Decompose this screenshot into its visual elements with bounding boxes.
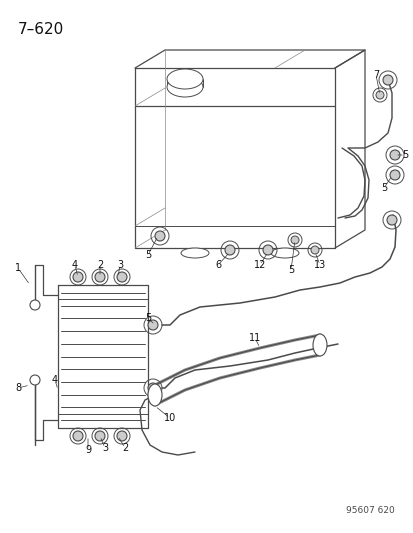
Text: 5: 5 [145, 250, 151, 260]
Text: 9: 9 [85, 445, 91, 455]
Text: 11: 11 [248, 333, 261, 343]
Circle shape [117, 431, 127, 441]
Circle shape [290, 236, 298, 244]
Text: 1: 1 [15, 263, 21, 273]
Text: 95607 620: 95607 620 [345, 506, 394, 515]
Circle shape [117, 272, 127, 282]
Circle shape [154, 231, 165, 241]
Ellipse shape [180, 248, 209, 258]
Circle shape [30, 300, 40, 310]
Ellipse shape [166, 77, 202, 97]
Text: 3: 3 [102, 443, 108, 453]
Ellipse shape [147, 384, 161, 406]
Text: 12: 12 [253, 260, 266, 270]
Text: 6: 6 [214, 260, 221, 270]
Text: 10: 10 [164, 413, 176, 423]
Circle shape [73, 272, 83, 282]
Ellipse shape [312, 334, 326, 356]
Circle shape [386, 215, 396, 225]
Text: 5: 5 [287, 265, 293, 275]
Text: 5: 5 [380, 183, 386, 193]
Circle shape [382, 75, 392, 85]
Circle shape [224, 245, 235, 255]
Circle shape [73, 431, 83, 441]
Text: 7–620: 7–620 [18, 22, 64, 37]
Text: 2: 2 [121, 443, 128, 453]
Circle shape [375, 91, 383, 99]
Ellipse shape [271, 248, 298, 258]
Circle shape [147, 383, 158, 393]
Text: 8: 8 [15, 383, 21, 393]
Circle shape [389, 170, 399, 180]
Circle shape [95, 272, 105, 282]
Text: 3: 3 [116, 260, 123, 270]
Text: 13: 13 [313, 260, 325, 270]
Text: 5: 5 [145, 313, 151, 323]
Circle shape [262, 245, 272, 255]
Circle shape [389, 150, 399, 160]
Circle shape [147, 320, 158, 330]
Circle shape [95, 431, 105, 441]
Text: 4: 4 [72, 260, 78, 270]
Text: 7: 7 [372, 70, 378, 80]
Text: 5: 5 [401, 150, 407, 160]
Circle shape [310, 246, 318, 254]
Text: 2: 2 [97, 260, 103, 270]
Ellipse shape [166, 69, 202, 89]
Circle shape [30, 375, 40, 385]
Text: 4: 4 [52, 375, 58, 385]
